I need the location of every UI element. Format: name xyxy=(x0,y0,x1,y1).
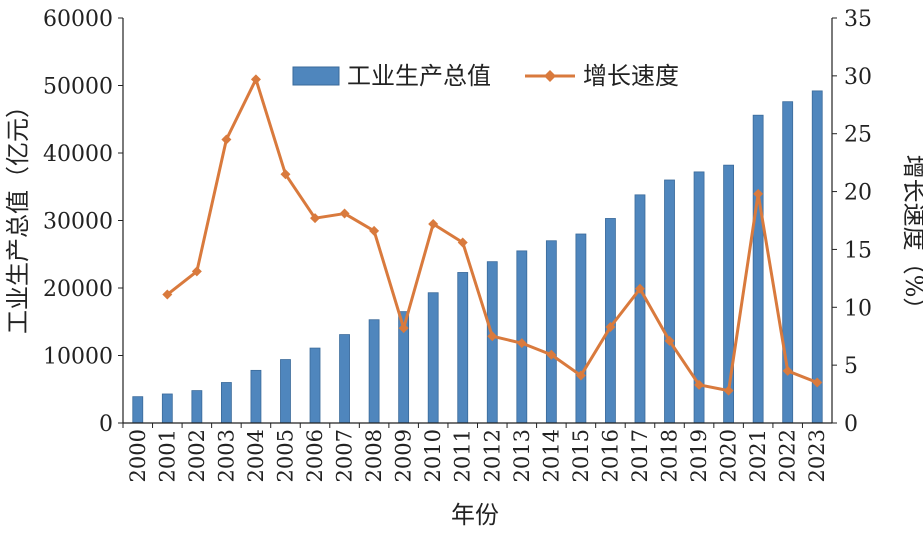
line-point-2012 xyxy=(487,331,498,342)
x-tick-label-2021: 2021 xyxy=(746,429,770,482)
line-point-2001 xyxy=(162,289,173,300)
y-right-tick-label: 25 xyxy=(844,123,872,148)
bar-2018 xyxy=(664,179,675,424)
line-point-2006 xyxy=(310,213,321,224)
line-point-2007 xyxy=(339,208,350,219)
bar-2006 xyxy=(309,347,321,424)
y-right-tick-label: 10 xyxy=(844,296,872,321)
bar-2010 xyxy=(427,292,439,424)
x-tick-label-2003: 2003 xyxy=(214,429,238,482)
bar-2015 xyxy=(575,233,587,424)
bar-2001 xyxy=(161,393,173,424)
line-point-2020 xyxy=(723,385,734,396)
y-axis-right-title: 增长速度（%） xyxy=(900,155,923,322)
legend-swatch-marker xyxy=(544,70,556,82)
y-right-tick-label: 5 xyxy=(844,354,858,379)
y-left-tick-label: 60000 xyxy=(43,7,113,32)
x-tick-label-2020: 2020 xyxy=(717,429,741,482)
line-point-2004 xyxy=(250,74,261,85)
y-left-tick-label: 10000 xyxy=(43,345,113,370)
bar-2014 xyxy=(545,240,557,424)
x-axis-title: 年份 xyxy=(451,501,499,529)
bar-2017 xyxy=(634,194,646,424)
x-tick-label-2019: 2019 xyxy=(687,429,711,482)
axes: 0100002000030000400005000060000051015202… xyxy=(43,7,872,482)
y-left-tick-label: 0 xyxy=(99,412,113,437)
x-tick-label-2011: 2011 xyxy=(451,429,475,482)
y-right-tick-label: 35 xyxy=(844,7,872,32)
y-right-tick-label: 0 xyxy=(844,412,858,437)
line-series xyxy=(162,74,823,396)
legend-swatch-bar xyxy=(292,66,340,86)
x-tick-label-2004: 2004 xyxy=(244,429,268,482)
line-point-2021 xyxy=(753,188,764,199)
line-point-2008 xyxy=(369,225,380,236)
x-tick-label-2010: 2010 xyxy=(421,429,445,482)
bar-2021 xyxy=(752,114,764,424)
y-left-tick-label: 30000 xyxy=(43,210,113,235)
x-tick-label-2016: 2016 xyxy=(598,429,622,482)
y-right-tick-label: 20 xyxy=(844,181,872,206)
line-point-2013 xyxy=(516,338,527,349)
x-tick-label-2007: 2007 xyxy=(333,429,357,482)
bar-series xyxy=(132,90,823,424)
bar-2007 xyxy=(339,334,350,424)
x-tick-label-2005: 2005 xyxy=(273,429,297,482)
x-tick-label-2000: 2000 xyxy=(126,429,150,482)
x-tick-label-2022: 2022 xyxy=(776,429,800,482)
y-right-tick-label: 30 xyxy=(844,65,872,90)
x-tick-label-2012: 2012 xyxy=(480,429,504,482)
line-point-2002 xyxy=(191,266,202,277)
x-tick-label-2002: 2002 xyxy=(185,429,209,482)
x-tick-label-2006: 2006 xyxy=(303,429,327,482)
bar-2000 xyxy=(132,396,144,424)
line-point-2005 xyxy=(280,169,291,180)
bar-2012 xyxy=(486,261,498,424)
x-tick-label-2008: 2008 xyxy=(362,429,386,482)
x-tick-label-2001: 2001 xyxy=(155,429,179,482)
bar-2013 xyxy=(516,250,528,424)
y-left-tick-label: 50000 xyxy=(43,75,113,100)
x-tick-label-2017: 2017 xyxy=(628,429,652,482)
x-tick-label-2023: 2023 xyxy=(805,429,829,482)
y-left-tick-label: 40000 xyxy=(43,142,113,167)
line-point-2015 xyxy=(575,370,586,381)
line-point-2022 xyxy=(782,365,793,376)
bar-2008 xyxy=(368,319,380,424)
bar-2003 xyxy=(220,382,232,424)
line-point-2014 xyxy=(546,349,557,360)
line-point-2017 xyxy=(634,283,645,294)
bar-2002 xyxy=(191,390,203,424)
bar-2004 xyxy=(250,369,262,424)
y-left-tick-label: 20000 xyxy=(43,277,113,302)
line-point-2009 xyxy=(398,323,409,334)
line-point-2018 xyxy=(664,335,675,346)
x-tick-label-2013: 2013 xyxy=(510,429,534,482)
x-tick-label-2009: 2009 xyxy=(392,429,416,482)
x-tick-label-2014: 2014 xyxy=(539,429,563,482)
y-right-tick-label: 15 xyxy=(844,238,872,263)
bar-2011 xyxy=(457,272,469,424)
line-point-2016 xyxy=(605,321,616,332)
y-axis-left-title: 工业生产总值（亿元） xyxy=(4,94,32,334)
line-point-2019 xyxy=(694,379,705,390)
legend: 工业生产总值 增长速度 xyxy=(292,62,679,90)
legend-label-bar: 工业生产总值 xyxy=(347,62,491,90)
line-point-2010 xyxy=(428,218,439,229)
x-tick-label-2015: 2015 xyxy=(569,429,593,482)
line-point-2023 xyxy=(812,377,823,388)
legend-label-line: 增长速度 xyxy=(583,62,679,90)
line-point-2003 xyxy=(221,134,232,145)
line-point-2011 xyxy=(457,237,468,248)
bar-2005 xyxy=(280,359,291,424)
bar-2023 xyxy=(811,90,823,424)
x-tick-label-2018: 2018 xyxy=(658,429,682,482)
